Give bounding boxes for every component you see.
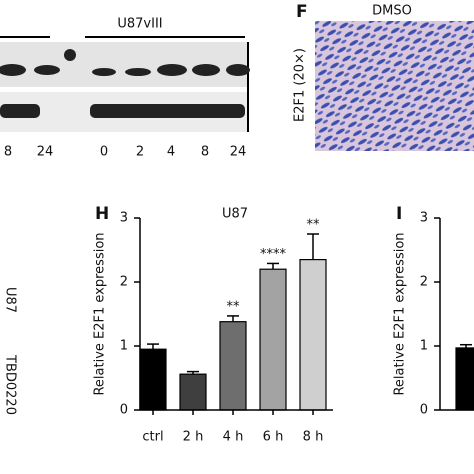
significance: ** <box>227 299 241 314</box>
x-tick-label: 6 h <box>263 430 284 445</box>
y-axis-label: Relative E2F1 expression <box>393 232 408 395</box>
y-axis-label: Relative E2F1 expression <box>93 232 108 395</box>
y-tick-label: 0 <box>120 403 128 418</box>
lane-label: 8 <box>4 145 12 160</box>
x-tick-label: 2 h <box>183 430 204 445</box>
panel-letter: F <box>296 2 308 22</box>
lane-label: 24 <box>230 145 247 160</box>
side-label: E2F1 (20×) <box>293 48 308 122</box>
bar <box>179 373 207 411</box>
significance: ** <box>307 218 321 233</box>
side-label: U87 <box>3 287 18 313</box>
x-tick-label: 8 h <box>303 430 324 445</box>
bar <box>139 348 167 411</box>
panel-letter: H <box>95 204 109 224</box>
y-tick-label: 2 <box>420 275 428 290</box>
panel-title: DMSO <box>372 4 412 19</box>
lane-label: 4 <box>167 145 175 160</box>
significance: **** <box>260 247 287 262</box>
y-tick-label: 1 <box>120 339 128 354</box>
group-label: U87vIII <box>117 17 162 32</box>
lane-label: 8 <box>201 145 209 160</box>
y-tick-label: 3 <box>120 211 128 226</box>
bar <box>259 268 287 411</box>
lane-label: 24 <box>37 145 54 160</box>
side-label: TBD0220 <box>3 354 18 415</box>
y-tick-label: 3 <box>420 211 428 226</box>
y-tick-label: 1 <box>420 339 428 354</box>
x-tick-label: ctrl <box>142 430 163 445</box>
bar <box>299 259 327 411</box>
y-tick-label: 0 <box>420 403 428 418</box>
bar <box>219 321 247 411</box>
panel-letter: I <box>396 204 402 224</box>
lane-label: 2 <box>136 145 144 160</box>
x-tick-label: 4 h <box>223 430 244 445</box>
chart-title: U87 <box>222 207 248 222</box>
lane-label: 0 <box>100 145 108 160</box>
bands <box>0 49 250 118</box>
y-tick-label: 2 <box>120 275 128 290</box>
bar <box>455 347 474 411</box>
micrograph <box>315 21 474 151</box>
